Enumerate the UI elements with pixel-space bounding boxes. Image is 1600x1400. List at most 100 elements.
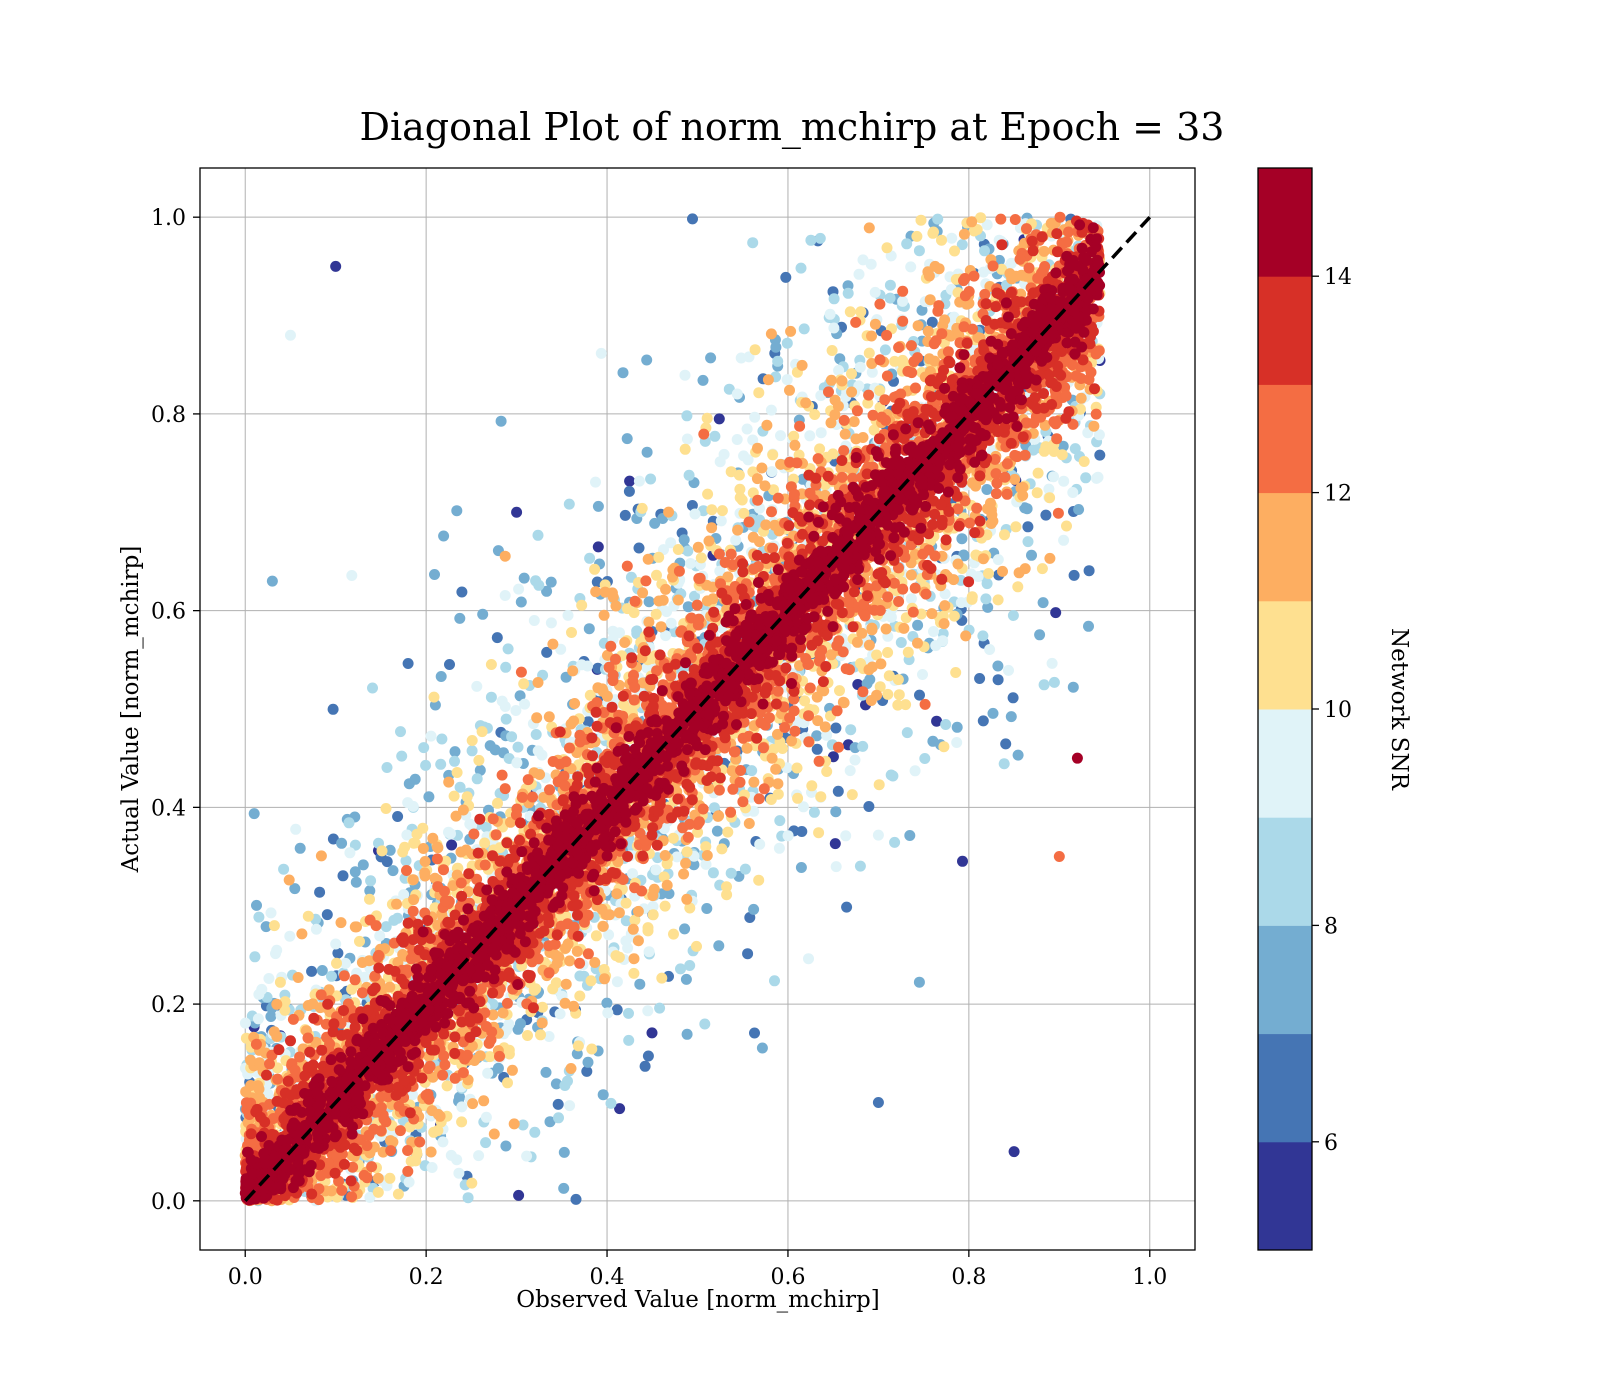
scatter-point [327,703,339,715]
scatter-point [700,858,712,870]
scatter-point [748,903,760,915]
scatter-point [562,1075,573,1087]
scatter-point [874,681,886,693]
scatter-point [756,462,768,474]
scatter-point [756,1042,768,1054]
scatter-point [597,920,609,932]
scatter-point [570,1193,582,1205]
scatter-point [623,485,635,497]
scatter-point [536,1017,548,1029]
scatter-point [848,416,860,428]
scatter-point [480,821,492,833]
scatter-point [471,773,483,785]
scatter-point [707,867,719,879]
scatter-point [344,847,356,859]
scatter-point [895,637,907,648]
scatter-point [1040,509,1052,521]
scatter-point [881,242,893,254]
scatter-point [534,769,546,780]
scatter-point [437,1136,449,1148]
scatter-point [829,838,841,850]
scatter-point [479,837,491,849]
scatter-point [268,920,280,932]
scatter-point [597,1089,609,1101]
scatter-point [464,818,476,830]
scatter-point [380,921,392,933]
scatter-point [701,903,713,914]
scatter-point [672,544,684,555]
scatter-point [495,415,507,427]
scatter-point [310,923,322,935]
scatter-point [473,1150,485,1162]
scatter-point [419,870,431,882]
scatter-point [544,1116,556,1128]
scatter-point [417,843,429,854]
scatter-point [357,859,369,871]
scatter-point [454,781,466,793]
scatter-point [1012,581,1024,593]
scatter-point [931,715,943,727]
scatter-point [982,601,994,613]
scatter-point [742,948,754,960]
scatter-point [984,644,996,655]
scatter-point [429,569,440,580]
scatter-point [530,729,542,740]
scatter-point [513,1189,525,1201]
scatter-point [800,397,812,409]
scatter-point [335,917,347,929]
scatter-point [512,741,524,753]
scatter-point [900,699,912,711]
scatter-point [349,839,361,851]
scatter-point [631,625,643,637]
scatter-point [619,509,631,521]
scatter-point [939,600,951,612]
scatter-point [1031,487,1043,499]
scatter-point [743,818,755,829]
scatter-point [358,971,370,983]
scatter-point [476,726,488,738]
scatter-point [821,729,833,741]
scatter-point [795,262,807,274]
scatter-point [380,803,392,814]
scatter-point [905,593,917,605]
scatter-point [701,850,713,861]
scatter-point [384,1172,396,1184]
scatter-point [1075,392,1087,404]
scatter-point [445,1149,457,1161]
scatter-point [306,965,318,977]
scatter-point [905,569,917,581]
scatter-point [992,674,1004,686]
scatter-point [830,806,842,818]
scatter-point [403,778,415,790]
scatter-point [956,239,968,251]
scatter-point [765,404,777,416]
scatter-point [703,535,715,547]
scatter-point [478,1095,490,1107]
scatter-point [532,529,544,541]
scatter-point [781,337,793,349]
scatter-point [623,1007,634,1019]
scatter-point [503,1018,515,1030]
scatter-point [560,942,571,954]
scatter-point [590,930,602,942]
scatter-point [622,942,634,954]
scatter-point [425,1146,437,1158]
scatter-point [656,972,668,984]
scatter-point [725,867,737,879]
scatter-point [741,742,753,754]
scatter-point [278,863,290,875]
scatter-point [836,375,848,387]
scatter-point [997,565,1008,577]
scatter-point [911,230,923,242]
scatter-point [772,778,784,790]
scatter-point [372,1186,384,1198]
scatter-point [417,822,429,834]
scatter-point [547,638,559,650]
scatter-point [449,755,460,767]
scatter-point [400,855,412,867]
scatter-point [839,428,851,440]
scatter-point [541,646,553,658]
scatter-point [659,850,671,861]
scatter-point [462,1192,474,1204]
scatter-point [271,998,283,1010]
